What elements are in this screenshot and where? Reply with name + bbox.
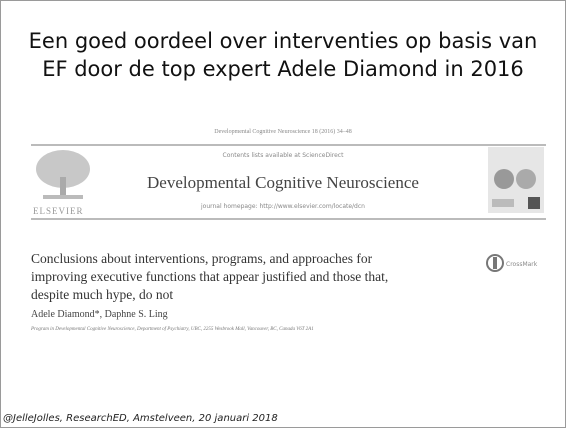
slide-title: EF door de top expert Adele Diamond in 2… [42, 57, 524, 81]
journal-name: Developmental Cognitive Neuroscience [147, 173, 419, 192]
article-title: improving executive functions that appea… [31, 269, 389, 284]
journal-cover [488, 147, 544, 213]
article-title: despite much hype, do not [31, 287, 174, 302]
elsevier-logo [36, 150, 90, 199]
slide-title: Een goed oordeel over interventies op ba… [28, 29, 538, 53]
crossmark: CrossMark [506, 261, 538, 268]
article-title: Conclusions about interventions, program… [31, 251, 373, 266]
homepage: journal homepage: http://www.elsevier.co… [201, 203, 365, 210]
authors: Adele Diamond*, Daphne S. Ling [31, 309, 168, 320]
journal-header [31, 144, 546, 220]
footer: @JelleJolles, ResearchED, Amstelveen, 20… [3, 413, 278, 424]
affiliation: Program in Developmental Cognitive Neuro… [31, 327, 314, 332]
contents: Contents lists available at ScienceDirec… [222, 152, 344, 159]
crossmark-icon [486, 254, 504, 272]
citation: Developmental Cognitive Neuroscience 18 … [214, 129, 352, 135]
publisher: ELSEVIER [33, 206, 84, 216]
